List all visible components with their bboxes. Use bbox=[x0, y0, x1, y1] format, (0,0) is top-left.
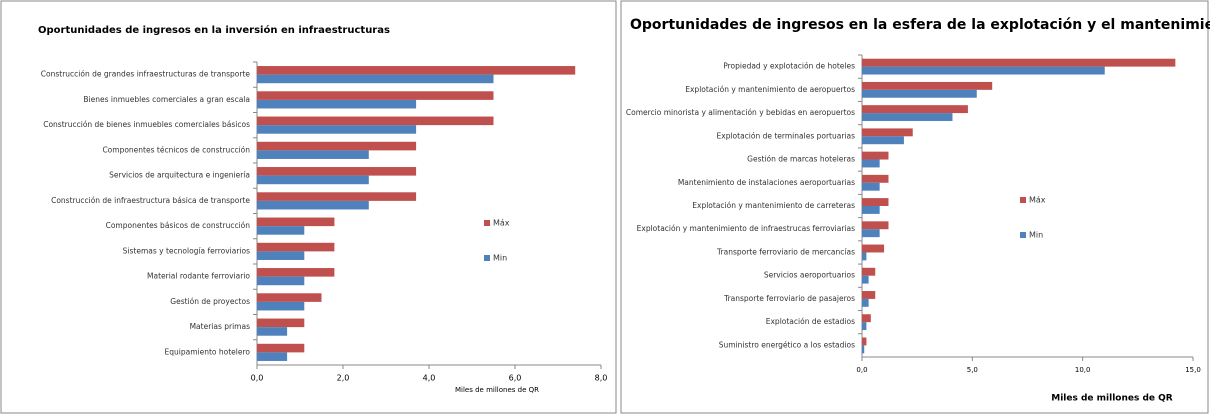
bar bbox=[257, 318, 305, 328]
x-tick-label: 10,0 bbox=[1075, 366, 1091, 374]
bar bbox=[862, 322, 867, 331]
bar bbox=[257, 150, 369, 159]
bar bbox=[257, 192, 417, 201]
bar bbox=[862, 221, 889, 230]
bar bbox=[257, 74, 494, 84]
chart-title: Oportunidades de ingresos en la inversió… bbox=[38, 24, 390, 36]
bar bbox=[862, 182, 880, 191]
x-axis-label: Miles de millones de QR bbox=[455, 386, 539, 394]
legend-swatch bbox=[1020, 197, 1026, 203]
x-tick-label: 15,0 bbox=[1185, 366, 1201, 374]
y-tick-label: Sistemas y tecnología ferroviarios bbox=[123, 246, 250, 255]
y-tick-label: Transporte ferroviario de pasajeros bbox=[723, 294, 855, 303]
legend-swatch bbox=[484, 255, 490, 261]
bar bbox=[257, 293, 322, 302]
x-tick-label: 2,0 bbox=[337, 374, 350, 383]
bar bbox=[862, 267, 876, 276]
y-tick-label: Construcción de bienes inmuebles comerci… bbox=[43, 120, 250, 129]
y-tick-label: Componentes técnicos de construcción bbox=[102, 145, 250, 154]
bar bbox=[862, 275, 869, 284]
bar bbox=[862, 206, 880, 214]
x-tick-label: 4,0 bbox=[423, 374, 436, 383]
bar bbox=[862, 229, 880, 238]
legend-swatch bbox=[484, 220, 490, 226]
bar bbox=[257, 242, 335, 252]
bar bbox=[862, 151, 889, 160]
bar bbox=[257, 91, 494, 100]
x-tick-label: 5,0 bbox=[967, 366, 978, 374]
bar bbox=[257, 175, 369, 185]
y-tick-label: Componentes básicos de construcción bbox=[106, 221, 251, 230]
y-tick-label: Construcción de infraestructura básica d… bbox=[51, 196, 250, 205]
bar bbox=[862, 66, 1105, 75]
bar bbox=[862, 81, 993, 90]
y-tick-label: Servicios de arquitectura e ingeniería bbox=[109, 171, 250, 180]
x-axis-label: Miles de millones de QR bbox=[1051, 394, 1173, 404]
y-tick-label: Comercio minorista y alimentación y bebi… bbox=[626, 108, 855, 117]
bar bbox=[257, 352, 288, 361]
bar bbox=[257, 66, 576, 75]
bar bbox=[257, 268, 335, 277]
bar bbox=[862, 198, 889, 206]
bar bbox=[862, 113, 953, 121]
bar bbox=[862, 345, 865, 354]
y-tick-label: Explotación de estadios bbox=[766, 317, 855, 326]
y-tick-label: Materias primas bbox=[190, 322, 251, 331]
bar bbox=[862, 337, 867, 346]
y-tick-label: Explotación y mantenimiento de aeropuert… bbox=[685, 85, 855, 94]
y-tick-label: Mantenimiento de instalaciones aeroportu… bbox=[678, 178, 855, 187]
bar bbox=[257, 200, 369, 210]
x-tick-label: 6,0 bbox=[509, 374, 522, 383]
bar bbox=[862, 128, 913, 137]
bar bbox=[257, 125, 417, 134]
bar bbox=[862, 252, 867, 261]
bar bbox=[862, 105, 968, 114]
y-tick-label: Equipamiento hotelero bbox=[165, 347, 251, 356]
y-tick-label: Transporte ferroviario de mercancías bbox=[716, 247, 855, 256]
bar bbox=[257, 167, 417, 176]
bar bbox=[257, 116, 494, 126]
x-tick-label: 0,0 bbox=[251, 374, 264, 383]
y-tick-label: Gestión de proyectos bbox=[170, 297, 250, 306]
y-tick-label: Construcción de grandes infraestructuras… bbox=[41, 70, 251, 79]
y-tick-label: Explotación y mantenimiento de carretera… bbox=[692, 201, 855, 210]
bar bbox=[257, 343, 305, 353]
chart-title: Oportunidades de ingresos en la esfera d… bbox=[630, 17, 1210, 33]
x-tick-label: 0,0 bbox=[856, 366, 867, 374]
y-tick-label: Material rodante ferroviario bbox=[147, 272, 250, 281]
bar bbox=[257, 327, 288, 336]
bar bbox=[862, 174, 889, 183]
legend-label: Min bbox=[493, 254, 507, 263]
bar bbox=[257, 226, 305, 235]
y-tick-label: Propiedad y explotación de hoteles bbox=[723, 62, 855, 71]
bar bbox=[257, 251, 305, 260]
bar bbox=[862, 89, 977, 98]
bar bbox=[257, 276, 305, 286]
y-tick-label: Gestión de marcas hoteleras bbox=[747, 155, 855, 164]
legend-swatch bbox=[1020, 232, 1026, 238]
legend-label: Min bbox=[1029, 231, 1043, 240]
bar bbox=[862, 136, 904, 145]
y-tick-label: Bienes inmuebles comerciales a gran esca… bbox=[83, 95, 250, 104]
bar bbox=[862, 314, 871, 323]
y-tick-label: Explotación de terminales portuarias bbox=[717, 131, 856, 140]
y-tick-label: Suministro energético a los estadios bbox=[719, 340, 855, 349]
bar bbox=[862, 244, 885, 253]
bar bbox=[257, 141, 417, 151]
x-tick-label: 8,0 bbox=[595, 374, 608, 383]
bar bbox=[862, 159, 880, 168]
bar bbox=[257, 217, 335, 227]
legend-label: Máx bbox=[1029, 196, 1046, 205]
y-tick-label: Servicios aeroportuarios bbox=[764, 271, 855, 280]
bar bbox=[862, 58, 1176, 67]
y-tick-label: Explotación y mantenimiento de infraestr… bbox=[637, 224, 855, 233]
bar bbox=[862, 291, 876, 299]
bar bbox=[257, 301, 305, 311]
bar bbox=[862, 298, 869, 307]
legend-label: Máx bbox=[493, 219, 510, 228]
bar bbox=[257, 99, 417, 109]
